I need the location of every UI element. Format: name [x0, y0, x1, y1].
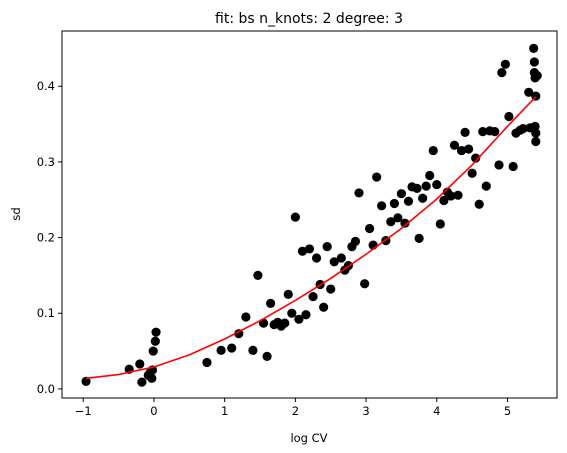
data-point [474, 199, 484, 209]
data-point [262, 351, 272, 361]
data-point [531, 136, 541, 147]
data-point [456, 145, 467, 156]
data-point [322, 242, 332, 252]
data-point [508, 161, 518, 172]
data-point [365, 223, 375, 234]
data-point [524, 87, 534, 97]
data-point [150, 336, 160, 346]
data-point [432, 180, 442, 190]
data-point [467, 168, 477, 178]
data-point [421, 181, 431, 191]
x-tick-label: 2 [292, 404, 299, 418]
data-point [137, 377, 147, 387]
data-point [301, 310, 311, 320]
plot-area: −1 0 1 2 3 4 5 0.0 0.1 0.2 0.3 0.4 [37, 30, 558, 418]
data-point [147, 373, 157, 383]
data-point [393, 213, 403, 223]
data-point [135, 359, 145, 369]
data-point [403, 196, 414, 206]
data-point [377, 201, 387, 211]
y-tick-label: 0.2 [37, 231, 55, 245]
x-tick-label: 3 [362, 404, 369, 418]
data-point [453, 190, 463, 200]
data-point [412, 183, 422, 193]
y-tick-label: 0.4 [37, 79, 55, 93]
data-point [308, 292, 318, 302]
data-point [151, 327, 161, 337]
data-point [241, 312, 251, 322]
data-point [435, 219, 445, 229]
data-point [494, 160, 504, 170]
data-point [449, 140, 460, 150]
data-point [360, 279, 370, 289]
x-tick-label: 0 [150, 404, 157, 418]
data-point [446, 191, 456, 201]
data-point [414, 233, 424, 243]
data-point [471, 153, 481, 163]
y-tick-label: 0.3 [37, 155, 55, 169]
data-point [287, 308, 297, 318]
data-point [354, 188, 364, 198]
data-point [504, 111, 514, 122]
data-point [326, 284, 336, 294]
y-axis-label: sd [9, 207, 23, 220]
fit-line [85, 96, 537, 380]
data-point [202, 357, 212, 368]
data-point [389, 198, 399, 209]
x-tick-label: 1 [221, 404, 228, 418]
data-point [253, 270, 263, 281]
data-point [297, 246, 308, 256]
data-point [530, 121, 540, 131]
data-point [329, 257, 339, 267]
data-point [532, 71, 542, 81]
y-tick-label: 0.0 [37, 382, 55, 396]
data-point [481, 181, 491, 191]
data-point [518, 124, 528, 134]
data-point [418, 193, 428, 203]
chart-title: fit: bs n_knots: 2 degree: 3 [215, 11, 403, 27]
data-point [304, 244, 315, 254]
data-point [280, 318, 290, 328]
y-tick-label: 0.1 [37, 306, 55, 320]
data-point [386, 217, 396, 227]
data-point [529, 43, 539, 54]
data-point [478, 127, 488, 137]
plot-frame [61, 30, 558, 399]
data-point [396, 189, 407, 199]
x-tick-label: 4 [433, 404, 440, 418]
data-point [425, 170, 435, 181]
data-point [460, 127, 470, 137]
x-tick-label: −1 [75, 404, 92, 418]
data-point [148, 346, 158, 356]
data-point [497, 68, 507, 78]
data-point [266, 298, 276, 309]
data-point [311, 253, 322, 263]
data-point [248, 345, 258, 355]
data-point [336, 253, 346, 263]
data-point [400, 218, 410, 228]
data-point [372, 172, 382, 182]
data-point [464, 144, 474, 154]
data-point [283, 289, 293, 299]
data-point [81, 376, 91, 386]
data-point [294, 314, 304, 324]
x-axis-label: log CV [290, 431, 327, 445]
data-point [319, 302, 329, 312]
data-point [529, 57, 539, 67]
data-point [500, 59, 510, 69]
data-point [216, 345, 226, 355]
data-point [227, 343, 237, 353]
data-point [490, 127, 500, 137]
data-point [531, 128, 541, 138]
data-point [290, 212, 300, 222]
data-point [428, 145, 438, 156]
data-point [350, 236, 361, 246]
data-point [439, 195, 449, 206]
x-tick-label: 5 [504, 404, 511, 418]
